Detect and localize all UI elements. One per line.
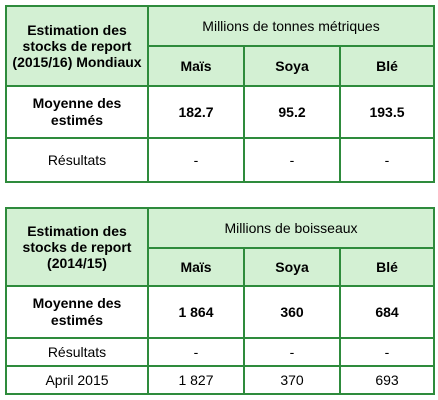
stocks-table-2015-16: Estimation des stocks de report (2015/16… (5, 5, 436, 183)
cell-value: 684 (338, 285, 436, 339)
units-label: Millions de boisseaux (146, 207, 436, 249)
cell-value: - (147, 137, 245, 183)
row-label: April 2015 (5, 365, 149, 395)
column-header-ble: Blé (338, 247, 436, 287)
cell-value: - (338, 137, 436, 183)
cell-value: 182.7 (147, 85, 245, 139)
cell-value: 1 864 (147, 285, 245, 339)
table-header-label: Estimation des stocks de report (2015/16… (5, 5, 149, 87)
column-header-mais: Maïs (147, 247, 245, 287)
cell-value: 193.5 (338, 85, 436, 139)
cell-value: 1 827 (147, 365, 245, 395)
cell-value: 360 (243, 285, 341, 339)
column-header-mais: Maïs (147, 45, 245, 87)
table-row: Résultats - - - (5, 337, 436, 367)
table-row: April 2015 1 827 370 693 (5, 365, 436, 395)
row-label: Moyenne des estimés (5, 285, 149, 339)
column-header-soya: Soya (243, 247, 341, 287)
table-header-label: Estimation des stocks de report (2014/15… (5, 207, 149, 287)
table-row: Moyenne des estimés 1 864 360 684 (5, 285, 436, 339)
cell-value: 370 (243, 365, 341, 395)
row-label: Résultats (5, 337, 149, 367)
cell-value: - (243, 137, 341, 183)
column-header-ble: Blé (338, 45, 436, 87)
row-label: Moyenne des estimés (5, 85, 149, 139)
cell-value: 693 (338, 365, 436, 395)
units-label: Millions de tonnes métriques (146, 5, 436, 47)
table-row: Moyenne des estimés 182.7 95.2 193.5 (5, 85, 436, 139)
stocks-table-2014-15: Estimation des stocks de report (2014/15… (5, 207, 436, 395)
row-label: Résultats (5, 137, 149, 183)
table-row: Résultats - - - (5, 137, 436, 183)
column-header-soya: Soya (243, 45, 341, 87)
cell-value: 95.2 (243, 85, 341, 139)
cell-value: - (338, 337, 436, 367)
cell-value: - (243, 337, 341, 367)
cell-value: - (147, 337, 245, 367)
